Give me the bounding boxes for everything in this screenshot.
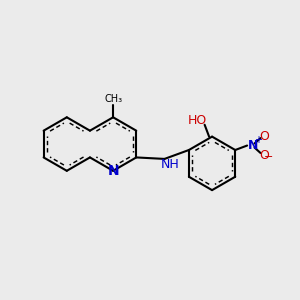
Text: HO: HO xyxy=(188,114,207,127)
Text: −: − xyxy=(264,152,273,162)
Text: O: O xyxy=(259,149,269,162)
Text: N: N xyxy=(248,139,258,152)
Text: CH₃: CH₃ xyxy=(104,94,122,104)
Text: NH: NH xyxy=(161,158,180,171)
Text: O: O xyxy=(259,130,269,142)
Text: N: N xyxy=(107,164,119,178)
Text: +: + xyxy=(254,136,262,146)
